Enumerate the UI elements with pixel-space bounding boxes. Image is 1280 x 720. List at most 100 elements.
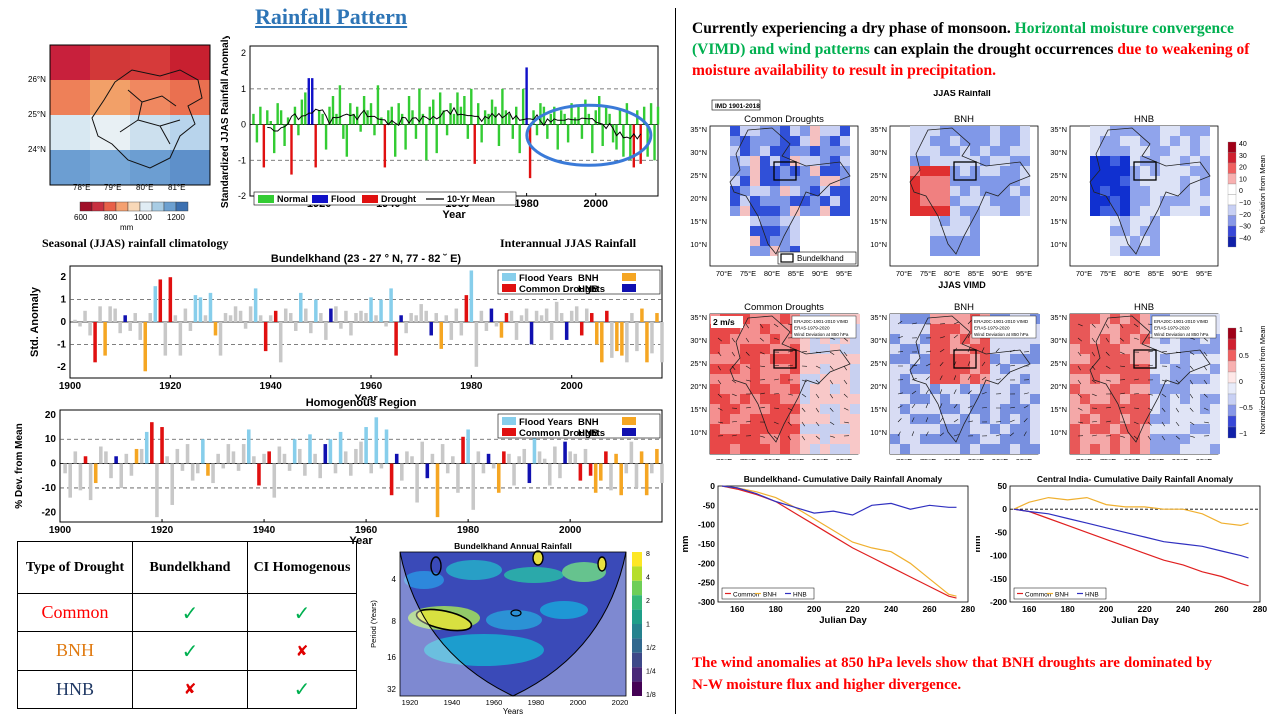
map-cell — [1020, 146, 1030, 156]
bar — [160, 427, 164, 464]
bar — [594, 110, 597, 125]
map-cell — [930, 236, 940, 246]
drought-type-cell: HNB — [17, 669, 133, 710]
map-cell — [990, 126, 1000, 136]
map-cell — [900, 374, 910, 384]
map-cell — [1210, 344, 1220, 354]
bar — [248, 306, 253, 322]
map-cell — [1110, 334, 1120, 344]
map-cell — [1000, 404, 1010, 414]
bar — [604, 106, 608, 125]
wind-arrow — [717, 379, 722, 385]
map-cell — [920, 384, 930, 394]
map-cell — [1000, 414, 1010, 424]
bundelkhand-box — [953, 161, 977, 181]
bar — [399, 315, 403, 322]
wind-arrow — [1147, 435, 1152, 441]
x-tick-label: 260 — [922, 604, 936, 614]
table-row: Common ✓ ✓ — [17, 592, 357, 633]
map-cell — [800, 414, 810, 424]
map-cell — [1170, 424, 1180, 434]
x-tick-label: 1980 — [528, 698, 545, 707]
page-title: Rainfall Pattern — [255, 4, 408, 29]
central-india-cumulative-chart: Central India- Cumulative Daily Rainfall… — [976, 474, 1267, 626]
cbar-swatch — [1227, 141, 1237, 153]
map-cell — [900, 414, 910, 424]
map-cell — [1120, 414, 1130, 424]
map-cell — [1130, 216, 1140, 226]
bar — [387, 110, 390, 125]
cbar-swatch — [1227, 204, 1237, 216]
legend: Common BNH HNB — [721, 587, 815, 600]
map-cell — [930, 314, 940, 324]
map-cell — [1200, 344, 1210, 354]
drought-type-table: Type of Drought Bundelkhand CI Homogenou… — [17, 541, 357, 710]
wind-arrow — [801, 393, 807, 398]
map-cell — [1190, 156, 1200, 166]
legend-label: HNB — [578, 284, 599, 295]
wind-arrow — [731, 421, 737, 423]
map-cell — [1130, 374, 1140, 384]
bar — [293, 106, 297, 125]
map-cell — [950, 216, 960, 226]
wind-arrow — [815, 351, 821, 354]
wind-arrow — [1203, 407, 1209, 411]
map-cell — [960, 186, 970, 196]
wind-arrow — [1203, 351, 1208, 357]
cbar-tick: −20 — [1239, 212, 1251, 219]
map-cell — [730, 434, 740, 444]
cbar-swatch — [1227, 215, 1237, 227]
cbar-swatch — [1227, 162, 1237, 174]
y-tick-label: 10 — [45, 434, 57, 445]
wind-arrow — [801, 421, 805, 427]
cbar-swatch — [632, 667, 642, 682]
map-cell — [830, 156, 840, 166]
map-cell — [1130, 146, 1140, 156]
map-cell — [760, 166, 770, 176]
map-cell — [930, 166, 940, 176]
map-cell — [1070, 344, 1080, 354]
bar — [206, 463, 210, 476]
map-cell — [910, 334, 920, 344]
map-cell — [780, 236, 790, 246]
map-cell — [950, 206, 960, 216]
map-cell — [740, 196, 750, 206]
map-cell — [790, 206, 800, 216]
map-cell — [910, 314, 920, 324]
wind-arrow — [967, 320, 972, 325]
lat-tick-label: 10°N — [870, 428, 887, 437]
map-cell — [1100, 156, 1110, 166]
map-cell — [960, 196, 970, 206]
bar — [444, 315, 449, 322]
map-cell — [810, 434, 820, 444]
map-cell — [940, 344, 950, 354]
map-cell — [1120, 186, 1130, 196]
map-cell — [1140, 354, 1150, 364]
map-cell — [1030, 374, 1040, 384]
wind-arrow — [745, 351, 750, 356]
map-cell — [950, 324, 960, 334]
map-cell — [1180, 434, 1190, 444]
lat-tick-label: 10°N — [1050, 240, 1067, 249]
map-cell — [790, 374, 800, 384]
wind-arrow — [1175, 421, 1180, 427]
map-cell — [930, 374, 940, 384]
map-cell — [780, 364, 790, 374]
map-cell — [960, 404, 970, 414]
map-cell — [1080, 444, 1090, 454]
y-tick-label: -200 — [990, 597, 1007, 607]
map-cell — [780, 176, 790, 186]
lat-tick-label: 15°N — [690, 405, 707, 414]
wind-arrow — [1119, 365, 1125, 367]
map-cell — [1180, 344, 1190, 354]
wind-scale-box — [711, 316, 743, 328]
map-cell — [840, 414, 850, 424]
legend-label: Flood Years — [519, 417, 573, 428]
map-cell — [1210, 414, 1220, 424]
cbar-swatch — [127, 201, 141, 212]
x-tick-label: 220 — [1138, 604, 1152, 614]
map-cell — [960, 354, 970, 364]
wind-arrow — [745, 406, 751, 409]
chart-title: Bundelkhand- Cumulative Daily Rainfall A… — [744, 474, 943, 484]
legend-label: Flood Years — [519, 273, 573, 284]
